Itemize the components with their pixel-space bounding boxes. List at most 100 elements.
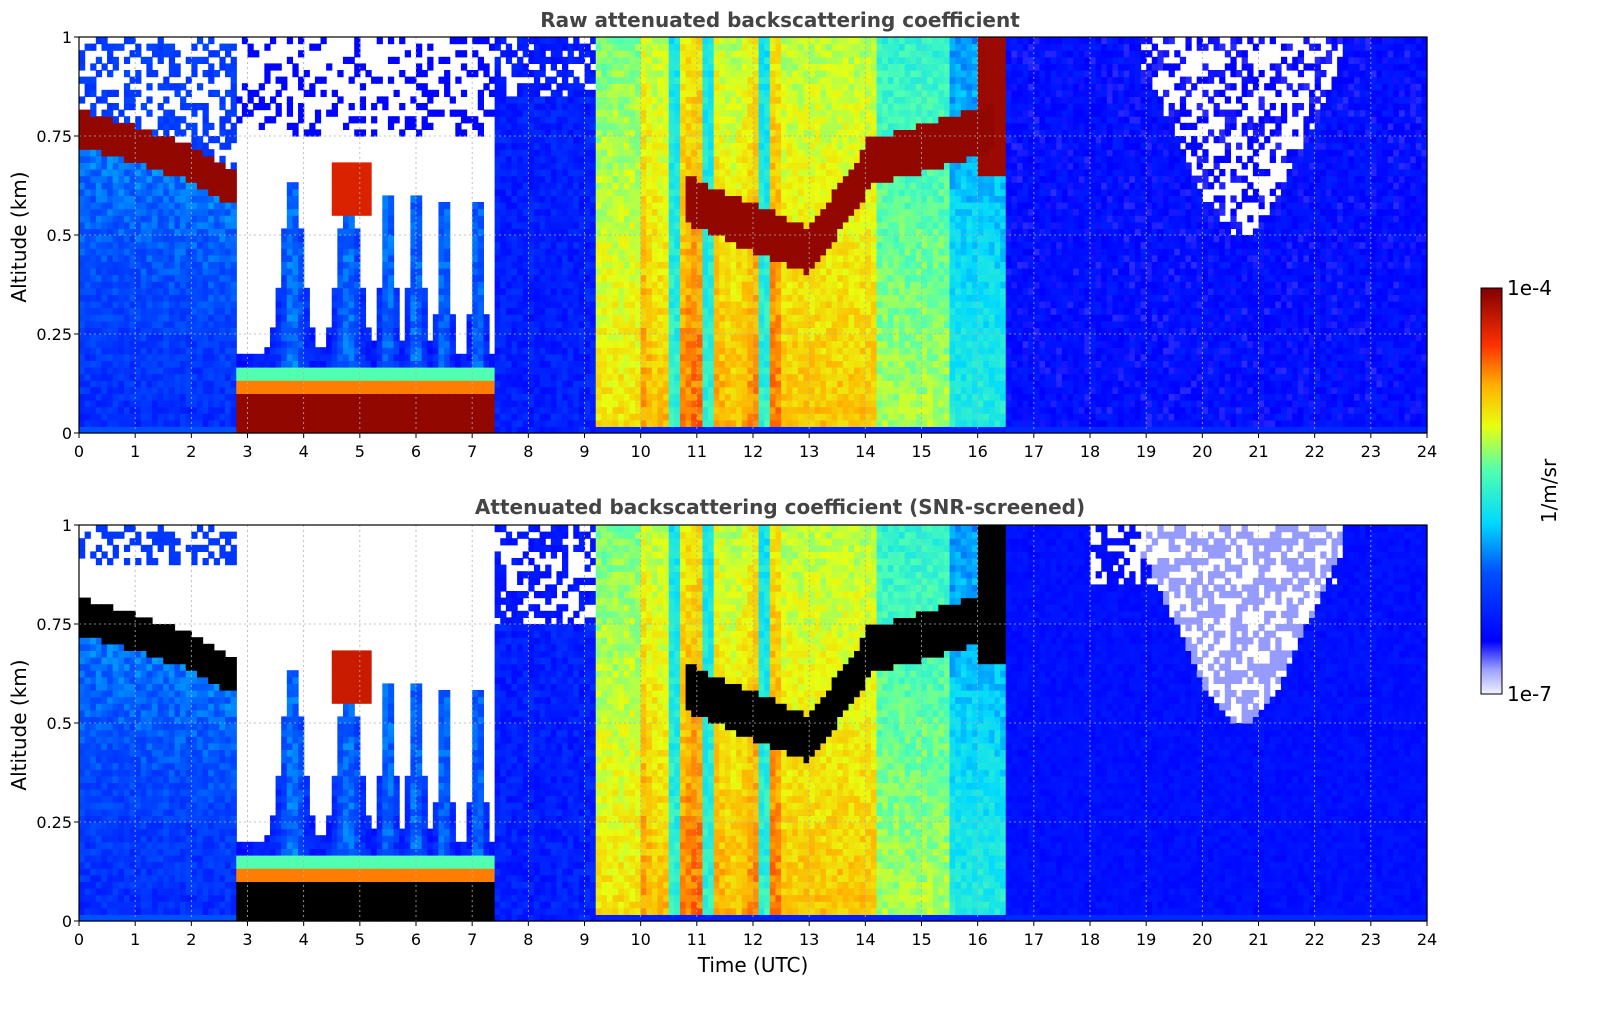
heatmap-cell	[500, 327, 507, 335]
heatmap-cell	[202, 129, 209, 137]
heatmap-cell	[595, 129, 602, 137]
heatmap-cell	[107, 169, 114, 177]
heatmap-cell	[152, 426, 159, 434]
heatmap-cell	[606, 149, 614, 157]
heatmap-cell	[668, 367, 675, 375]
heatmap-cell	[691, 122, 698, 130]
heatmap-cell	[157, 287, 164, 295]
heatmap-cell	[230, 175, 237, 183]
heatmap-cell	[500, 208, 507, 216]
heatmap-cell	[629, 413, 636, 421]
heatmap-cell	[230, 400, 237, 408]
heatmap-cell	[477, 294, 484, 302]
heatmap-cell	[275, 327, 282, 335]
heatmap-cell	[623, 373, 631, 381]
heatmap-cell	[483, 413, 490, 421]
heatmap-cell	[163, 367, 170, 375]
heatmap-cell	[107, 241, 114, 249]
heatmap-cell	[174, 215, 181, 223]
heatmap-cell	[359, 162, 367, 170]
heatmap-cell	[342, 175, 350, 183]
heatmap-cell	[129, 347, 136, 355]
heatmap-cell	[528, 129, 535, 137]
heatmap-cell	[522, 294, 529, 302]
heatmap-cell	[618, 175, 625, 183]
heatmap-cell	[472, 301, 479, 309]
heatmap-cell	[163, 235, 170, 243]
heatmap-cell	[376, 400, 383, 408]
heatmap-cell	[539, 122, 546, 130]
heatmap-cell	[314, 76, 322, 84]
heatmap-cell	[348, 406, 355, 414]
heatmap-cell	[618, 142, 625, 150]
heatmap-cell	[595, 261, 602, 269]
heatmap-cell	[101, 149, 108, 157]
heatmap-cell	[331, 188, 338, 196]
heatmap-cell	[517, 426, 524, 434]
heatmap-cell	[685, 320, 692, 328]
heatmap-cell	[432, 109, 440, 117]
heatmap-cell	[545, 334, 552, 342]
heatmap-cell	[269, 413, 277, 421]
heatmap-cell	[573, 103, 580, 111]
heatmap-cell	[623, 129, 631, 137]
heatmap-cell	[146, 334, 153, 342]
heatmap-cell	[629, 195, 636, 203]
heatmap-cell	[606, 63, 614, 71]
heatmap-cell	[606, 195, 614, 203]
heatmap-cell	[483, 400, 490, 408]
heatmap-cell	[157, 353, 164, 361]
heatmap-cell	[354, 320, 361, 328]
heatmap-cell	[118, 287, 125, 295]
heatmap-cell	[635, 274, 642, 282]
heatmap-cell	[286, 287, 294, 295]
heatmap-cell	[674, 241, 681, 249]
heatmap-cell	[79, 175, 86, 183]
heatmap-cell	[427, 360, 434, 368]
heatmap-cell	[533, 89, 541, 97]
heatmap-cell	[337, 327, 344, 335]
heatmap-cell	[657, 37, 664, 45]
heatmap-cell	[320, 406, 327, 414]
heatmap-cell	[387, 116, 395, 124]
heatmap-cell	[382, 221, 389, 229]
heatmap-cell	[517, 136, 524, 144]
heatmap-cell	[180, 360, 187, 368]
heatmap-cell	[90, 393, 97, 401]
heatmap-cell	[298, 268, 305, 276]
heatmap-cell	[90, 254, 97, 262]
heatmap-cell	[612, 353, 619, 361]
heatmap-cell	[601, 340, 608, 348]
heatmap-cell	[601, 307, 608, 315]
heatmap-cell	[90, 347, 97, 355]
heatmap-cell	[163, 129, 170, 137]
heatmap-cell	[382, 208, 389, 216]
heatmap-cell	[550, 353, 558, 361]
heatmap-cell	[112, 241, 119, 249]
heatmap-cell	[533, 281, 541, 289]
heatmap-cell	[219, 380, 226, 388]
heatmap-cell	[623, 248, 631, 256]
heatmap-cell	[298, 228, 305, 236]
heatmap-cell	[101, 241, 108, 249]
heatmap-cell	[286, 413, 294, 421]
heatmap-cell	[421, 347, 428, 355]
heatmap-cell	[466, 360, 473, 368]
heatmap-cell	[691, 89, 698, 97]
heatmap-cell	[635, 347, 642, 355]
heatmap-cell	[140, 347, 147, 355]
heatmap-cell	[679, 261, 687, 269]
heatmap-cell	[590, 367, 597, 375]
heatmap-cell	[275, 334, 282, 342]
heatmap-cell	[359, 129, 367, 137]
heatmap-cell	[354, 400, 361, 408]
heatmap-cell	[539, 63, 546, 71]
heatmap-cell	[337, 320, 344, 328]
heatmap-cell	[168, 155, 176, 163]
heatmap-cell	[101, 261, 108, 269]
heatmap-cell	[511, 400, 518, 408]
heatmap-cell	[578, 327, 586, 335]
heatmap-cell	[95, 175, 103, 183]
heatmap-cell	[399, 70, 406, 78]
heatmap-cell	[393, 353, 400, 361]
